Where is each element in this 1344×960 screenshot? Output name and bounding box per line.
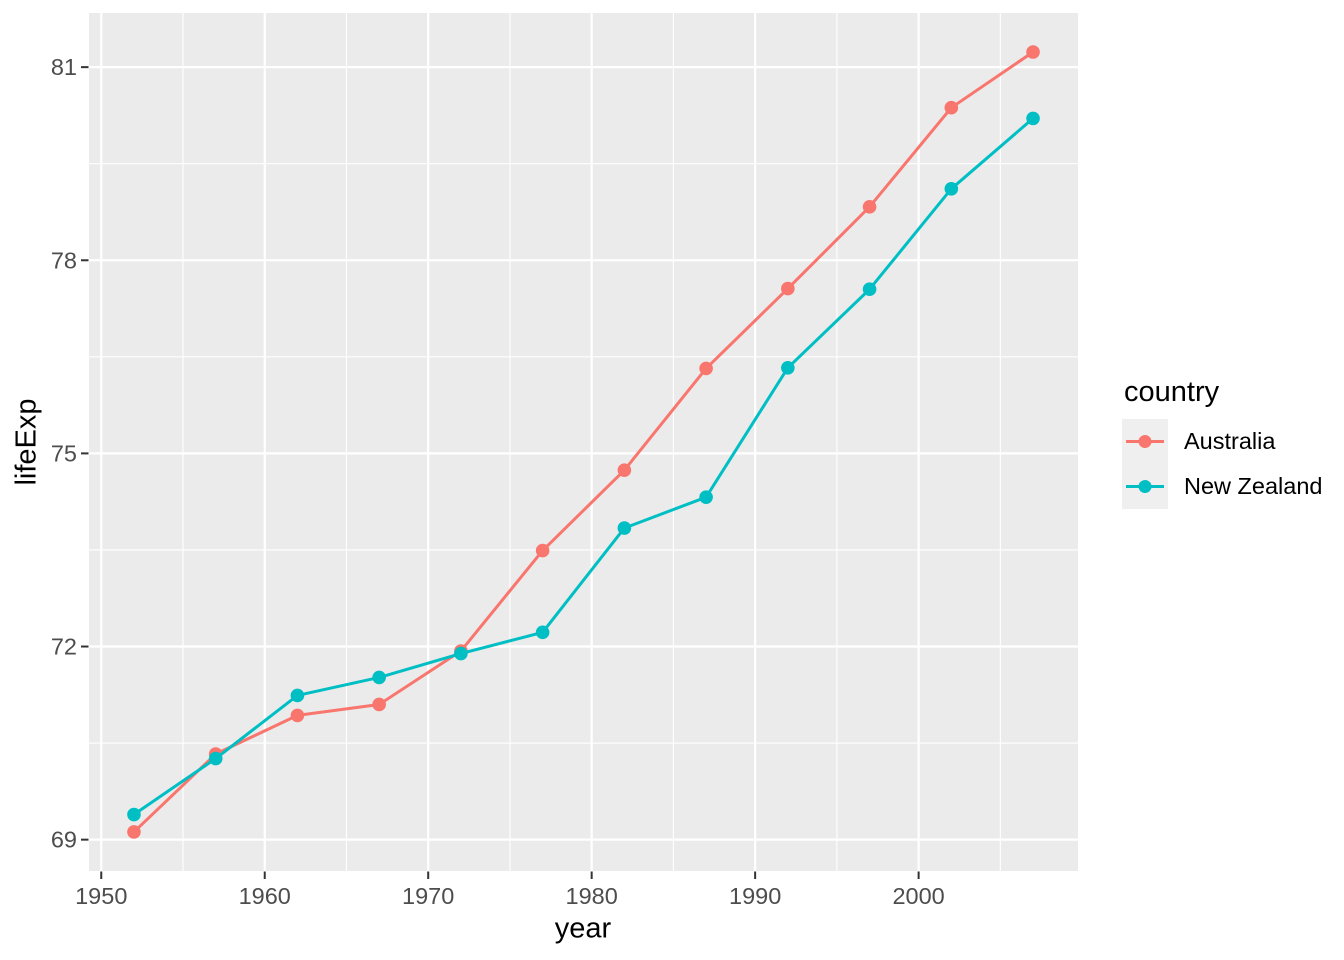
- y-axis-title: lifeExp: [10, 398, 43, 486]
- legend: country Australia New Zealand: [1122, 376, 1322, 509]
- gridlines-major: [89, 13, 1078, 871]
- series-points-new-zealand: [127, 111, 1040, 822]
- svg-text:1980: 1980: [566, 883, 618, 909]
- axis-tick-marks: [81, 66, 920, 879]
- legend-key-glyph-australia: [1126, 435, 1164, 448]
- svg-text:1990: 1990: [729, 883, 781, 909]
- legend-key-point-australia: [1138, 435, 1152, 448]
- legend-title: country: [1124, 376, 1220, 408]
- svg-text:75: 75: [51, 440, 77, 466]
- svg-text:81: 81: [51, 54, 77, 80]
- gridlines-minor: [89, 13, 1078, 871]
- legend-item-australia: Australia: [1122, 419, 1322, 464]
- legend-key-glyph-new-zealand: [1126, 480, 1164, 493]
- legend-key-australia: [1122, 419, 1168, 464]
- series-points-australia: [127, 45, 1040, 839]
- svg-text:72: 72: [51, 634, 77, 660]
- legend-key-point-new-zealand: [1138, 480, 1152, 493]
- svg-text:1950: 1950: [75, 883, 127, 909]
- legend-label-new-zealand: New Zealand: [1184, 473, 1323, 499]
- svg-text:69: 69: [51, 827, 77, 853]
- svg-text:2000: 2000: [892, 883, 944, 909]
- x-axis-title: year: [554, 912, 612, 945]
- series-line-australia: [132, 50, 1034, 834]
- series-line-new-zealand: [133, 117, 1035, 816]
- svg-text:78: 78: [51, 247, 77, 273]
- legend-key-new-zealand: [1122, 464, 1168, 509]
- legend-item-new-zealand: New Zealand: [1122, 464, 1322, 509]
- svg-text:1970: 1970: [402, 883, 454, 909]
- x-axis-tick-labels: 1950 1960 1970 1980 1990 2000: [75, 883, 945, 909]
- y-axis-tick-labels: 69 72 75 78 81: [51, 54, 77, 853]
- svg-text:1960: 1960: [239, 883, 291, 909]
- legend-label-australia: Australia: [1184, 428, 1276, 454]
